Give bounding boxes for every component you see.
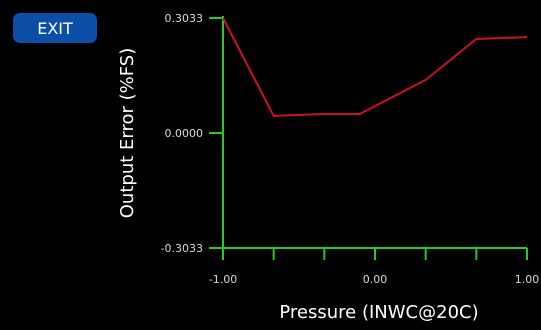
y-tick-label: 0.0000 [165, 127, 204, 140]
chart-axes [209, 16, 528, 260]
y-tick-label: 0.3033 [165, 12, 204, 25]
chart-labels: -0.3033 0.0000 0.3033 -1.00 0.00 1.00 Pressure… [117, 12, 539, 323]
x-tick-label: 0.00 [363, 273, 388, 286]
y-axis-title: Output Error (%FS) [117, 48, 138, 218]
chart-series-layer [222, 17, 528, 117]
x-axis-title: Pressure (INWC@20C) [279, 302, 478, 323]
x-tick-label: 1.00 [515, 273, 540, 286]
x-tick-label: -1.00 [209, 273, 237, 286]
y-tick-label: -0.3033 [161, 242, 203, 255]
series-line [222, 17, 528, 117]
exit-button[interactable]: EXIT [13, 13, 97, 43]
